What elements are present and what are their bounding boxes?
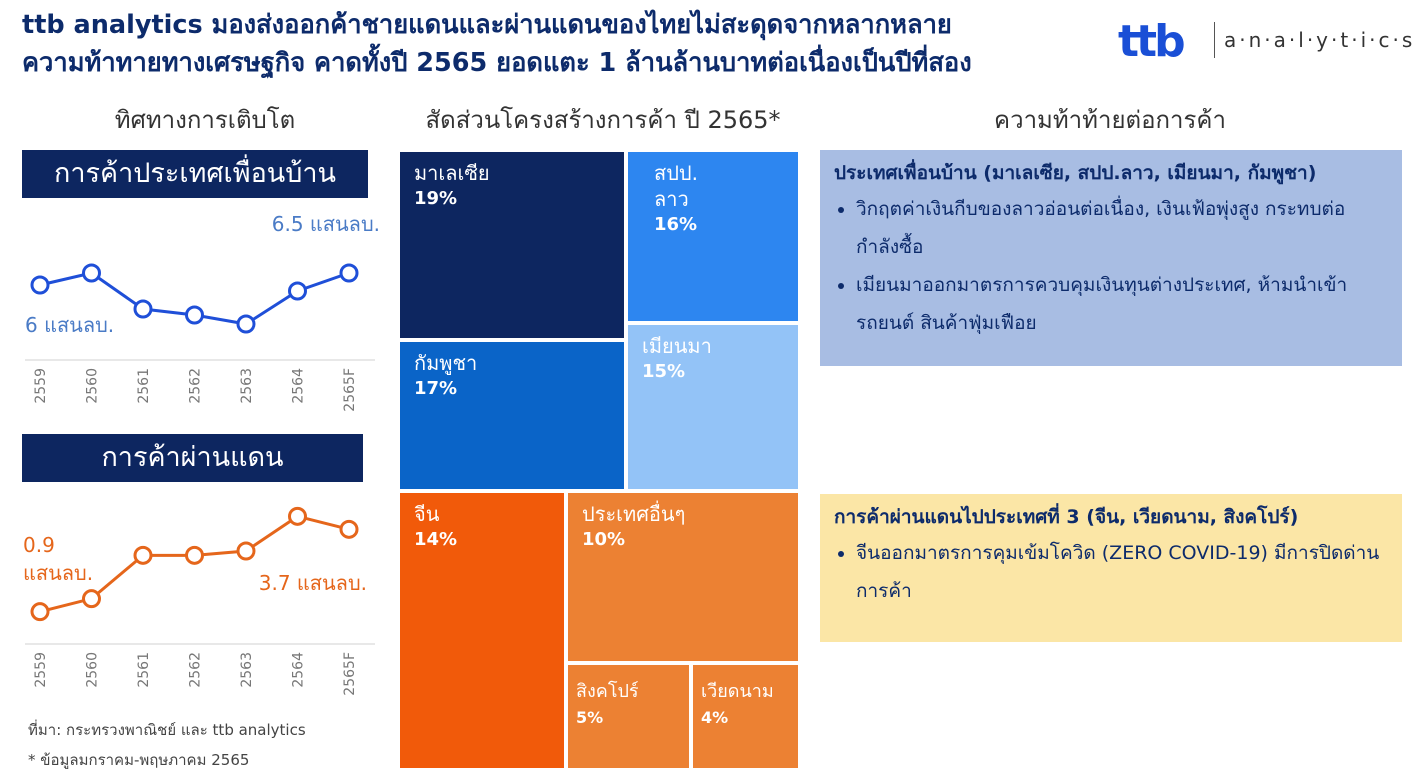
trade-structure-treemap: มาเลเซีย 19% สปป. ลาว 16% กัมพูชา 17% เมียนมา 1…: [398, 150, 800, 770]
treemap-cell-4: จีน 14%: [398, 491, 566, 770]
transit-point-2565F: [339, 519, 359, 539]
treemap-value-7: 4%: [701, 708, 729, 727]
transit-point-2561: [133, 545, 153, 565]
neighbor-point-2563: [236, 314, 256, 334]
logo-mark-text: ttb: [1118, 16, 1184, 64]
transit-tick-label-2559: 2559: [33, 652, 49, 688]
treemap-label-6: สิงคโปร์: [576, 681, 639, 702]
treemap-cell-0: มาเลเซีย 19%: [398, 150, 626, 340]
treemap-value-2: 17%: [414, 378, 458, 399]
neighbor-tick-label-2560: 2560: [85, 368, 101, 404]
logo-separator: [1214, 22, 1215, 58]
neighbor-point-2562: [185, 305, 204, 325]
data-period-note: * ข้อมูลมกราคม-พฤษภาคม 2565: [28, 751, 250, 769]
headline-line-2: ความท้าทายทางเศรษฐกิจ คาดทั้งปี 2565 ยอด…: [22, 48, 972, 78]
transit-tick-label-2565F: 2565F: [342, 652, 358, 696]
treemap-value-5: 10%: [582, 529, 626, 550]
treemap-cell-7: เวียดนาม 4%: [691, 663, 800, 770]
neighbor-point-2565F: [339, 263, 359, 283]
treemap-cell-3: เมียนมา 15%: [626, 323, 800, 491]
neighbor-tick-label-2563: 2563: [239, 368, 255, 404]
transit-end-annotation: 3.7 แสนลบ.: [259, 571, 367, 595]
neighbor-start-annotation: 6 แสนลบ.: [25, 313, 114, 337]
neighbor-point-2560: [82, 263, 101, 283]
transit-bullet-list: จีนออกมาตรการคุมเข้มโควิด (ZERO COVID-19…: [834, 534, 1388, 610]
treemap-label-5: ประเทศอื่นๆ: [582, 502, 686, 526]
treemap-cell-6: สิงคโปร์ 5%: [566, 663, 691, 770]
treemap-value-6: 5%: [576, 708, 604, 727]
neighbor-trade-line-chart: 2559 2560 2561 2562 2563 2564 2565F 6 แสนลบ. 6…: [25, 212, 380, 412]
treemap-label-3: เมียนมา: [642, 334, 712, 358]
neighbor-tick-label-2562: 2562: [188, 368, 204, 404]
transit-start-annotation: 0.9 แสนลบ.: [23, 533, 93, 585]
transit-tick-label-2562: 2562: [188, 652, 204, 688]
transit-point-2564: [288, 506, 307, 526]
treemap-label-7: เวียดนาม: [701, 681, 774, 702]
treemap-value-3: 15%: [642, 361, 686, 382]
treemap-value-4: 14%: [414, 529, 458, 550]
transit-point-2562: [185, 545, 204, 565]
neighbor-tick-label-2565F: 2565F: [342, 368, 358, 412]
logo-wordmark: a·n·a·l·y·t·i·c·s: [1224, 28, 1413, 52]
transit-point-2563: [236, 541, 256, 561]
neighbor-tick-label-2564: 2564: [291, 368, 307, 404]
transit-tick-label-2563: 2563: [239, 652, 255, 688]
neighbors-bullet-list: วิกฤตค่าเงินกีบของลาวอ่อนต่อเนื่อง, เงิน…: [834, 190, 1388, 342]
transit-point-2560: [82, 589, 101, 609]
transit-tick-label-2561: 2561: [136, 652, 152, 688]
transit-tick-label-2564: 2564: [291, 652, 307, 688]
challenges-section-title: ความท้าท้ายต่อการค้า: [994, 106, 1226, 134]
neighbor-tick-label-2559: 2559: [33, 368, 49, 404]
transit-bullet-1: จีนออกมาตรการคุมเข้มโควิด (ZERO COVID-19…: [856, 534, 1388, 610]
transit-trade-banner: การค้าผ่านแดน: [22, 434, 363, 482]
treemap-cell-2: กัมพูชา 17%: [398, 340, 626, 491]
neighbors-panel-title: ประเทศเพื่อนบ้าน (มาเลเซีย, สปป.ลาว, เมี…: [834, 162, 1317, 184]
growth-section-title: ทิศทางการเติบโต: [114, 106, 296, 134]
neighbors-bullet-2: เมียนมาออกมาตรการควบคุมเงินทุนต่างประเทศ…: [856, 266, 1388, 342]
neighbor-end-annotation: 6.5 แสนลบ.: [272, 212, 380, 236]
headline-line-1: ttb analytics มองส่งออกค้าชายแดนและผ่านแ…: [22, 10, 952, 40]
transit-point-2559: [30, 602, 50, 622]
treemap-label-1: สปป. ลาว: [654, 161, 698, 211]
transit-challenge-panel: การค้าผ่านแดนไปประเทศที่ 3 (จีน, เวียดนา…: [820, 494, 1402, 642]
transit-start-line-1: 0.9: [23, 533, 55, 557]
transit-panel-title: การค้าผ่านแดนไปประเทศที่ 3 (จีน, เวียดนา…: [834, 506, 1299, 528]
structure-section-title: สัดส่วนโครงสร้างการค้า ปี 2565*: [425, 106, 781, 134]
treemap-label-4: จีน: [414, 502, 440, 526]
treemap-cell-1: สปป. ลาว 16%: [626, 150, 800, 323]
source-note: ที่มา: กระทรวงพาณิชย์ และ ttb analytics: [28, 721, 306, 739]
neighbor-tick-label-2561: 2561: [136, 368, 152, 404]
transit-tick-label-2560: 2560: [85, 652, 101, 688]
treemap-cell-5: ประเทศอื่นๆ 10%: [566, 491, 800, 663]
neighbor-trade-banner: การค้าประเทศเพื่อนบ้าน: [22, 150, 368, 198]
treemap-label-2: กัมพูชา: [414, 351, 478, 375]
treemap-label-0: มาเลเซีย: [414, 161, 490, 185]
neighbors-bullet-1: วิกฤตค่าเงินกีบของลาวอ่อนต่อเนื่อง, เงิน…: [856, 190, 1388, 266]
transit-trade-line-chart: 2559 2560 2561 2562 2563 2564 2565F 0.9 แสนลบ.…: [23, 506, 375, 696]
headline: ttb analytics มองส่งออกค้าชายแดนและผ่านแ…: [22, 6, 1102, 82]
treemap-value-1: 16%: [654, 214, 698, 235]
neighbor-point-2564: [288, 281, 307, 301]
neighbor-point-2559: [30, 275, 50, 295]
neighbors-challenge-panel: ประเทศเพื่อนบ้าน (มาเลเซีย, สปป.ลาว, เมี…: [820, 150, 1402, 366]
transit-start-line-2: แสนลบ.: [23, 561, 93, 585]
treemap-value-0: 19%: [414, 188, 458, 209]
neighbor-point-2561: [133, 299, 153, 319]
ttb-logo-mark: ttb: [1118, 16, 1187, 64]
